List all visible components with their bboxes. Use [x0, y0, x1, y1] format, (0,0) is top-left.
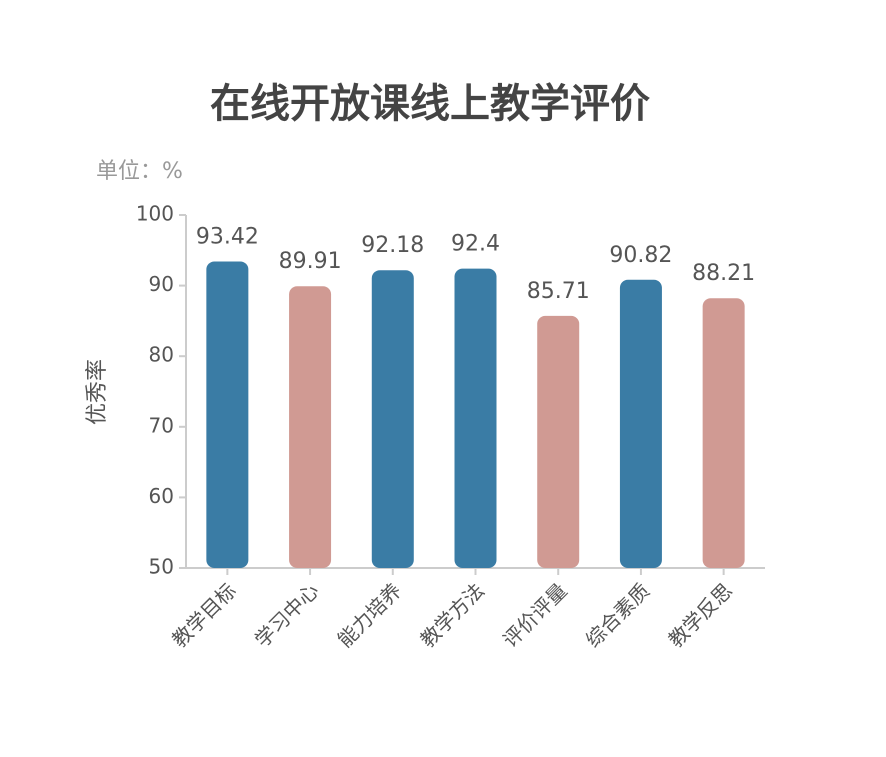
bar — [619, 279, 662, 568]
y-tick-label: 50 — [149, 555, 174, 579]
unit-label: 单位：% — [96, 159, 183, 184]
bar — [537, 315, 580, 568]
value-label: 93.42 — [196, 224, 259, 249]
bar — [371, 270, 414, 568]
y-tick-label: 70 — [149, 413, 174, 437]
y-tick-label: 90 — [149, 272, 174, 296]
y-tick-label: 60 — [149, 484, 174, 508]
bar — [289, 286, 332, 568]
value-label: 92.4 — [451, 232, 500, 257]
x-tick-label: 能力培养 — [333, 578, 407, 652]
x-tick-label: 教学反思 — [664, 578, 738, 652]
bar — [702, 298, 745, 568]
y-tick-label: 100 — [136, 202, 174, 226]
x-tick-label: 综合素质 — [581, 578, 655, 652]
value-label: 92.18 — [361, 233, 424, 258]
y-axis-label: 优秀率 — [85, 359, 110, 425]
bar — [206, 261, 249, 568]
value-label: 89.91 — [279, 249, 342, 274]
value-label: 85.71 — [527, 279, 590, 304]
x-tick-label: 教学目标 — [167, 578, 241, 652]
value-label: 90.82 — [609, 243, 672, 268]
x-tick-label: 教学方法 — [415, 578, 489, 652]
bar — [454, 268, 497, 568]
x-tick-label: 学习中心 — [250, 578, 324, 652]
value-label: 88.21 — [692, 261, 755, 286]
chart-title: 在线开放课线上教学评价 — [210, 81, 650, 127]
y-tick-label: 80 — [149, 343, 174, 367]
x-tick-label: 评价评量 — [498, 578, 572, 652]
